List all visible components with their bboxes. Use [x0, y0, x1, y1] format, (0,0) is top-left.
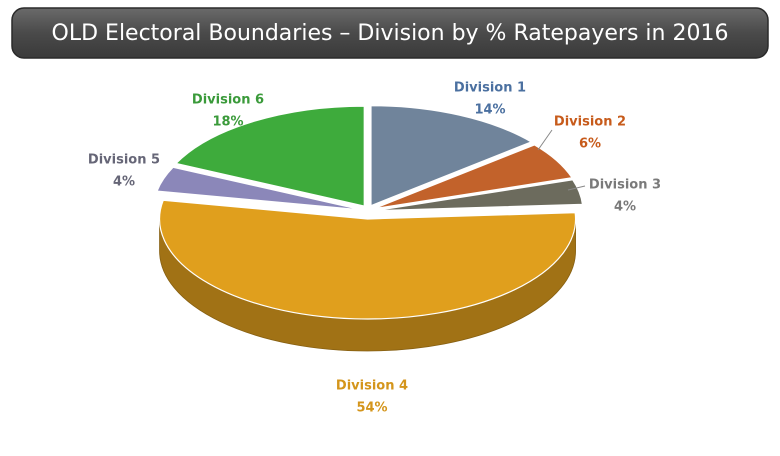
slice-label-name: Division 3 — [589, 178, 661, 193]
slice-label-name: Division 2 — [554, 115, 626, 130]
pie-slice — [158, 199, 577, 320]
leader-line — [537, 129, 553, 151]
pie-slice — [156, 166, 362, 211]
leader-line — [567, 185, 586, 191]
slice-label-value: 4% — [614, 200, 636, 215]
pie-slice — [374, 179, 584, 212]
pie-slice — [373, 144, 573, 210]
slice-label-name: Division 4 — [336, 379, 408, 394]
slice-label-value: 14% — [474, 103, 505, 118]
pie — [156, 105, 584, 352]
chart-title: OLD Electoral Boundaries – Division by %… — [52, 21, 729, 46]
labels: Division 1 14% Division 2 6% Division 3 4% Div… — [88, 81, 661, 416]
pie-slice — [370, 105, 533, 207]
slice-label-name: Division 5 — [88, 153, 160, 168]
slice-label-value: 18% — [212, 115, 243, 130]
slice-label-name: Division 1 — [454, 81, 526, 96]
slice-label-value: 54% — [356, 401, 387, 416]
slice-label-name: Division 6 — [192, 93, 264, 108]
title-banner — [11, 7, 769, 59]
slice-label-value: 6% — [579, 137, 601, 152]
slice-label-value: 4% — [113, 175, 135, 190]
pie-slice — [174, 105, 365, 207]
